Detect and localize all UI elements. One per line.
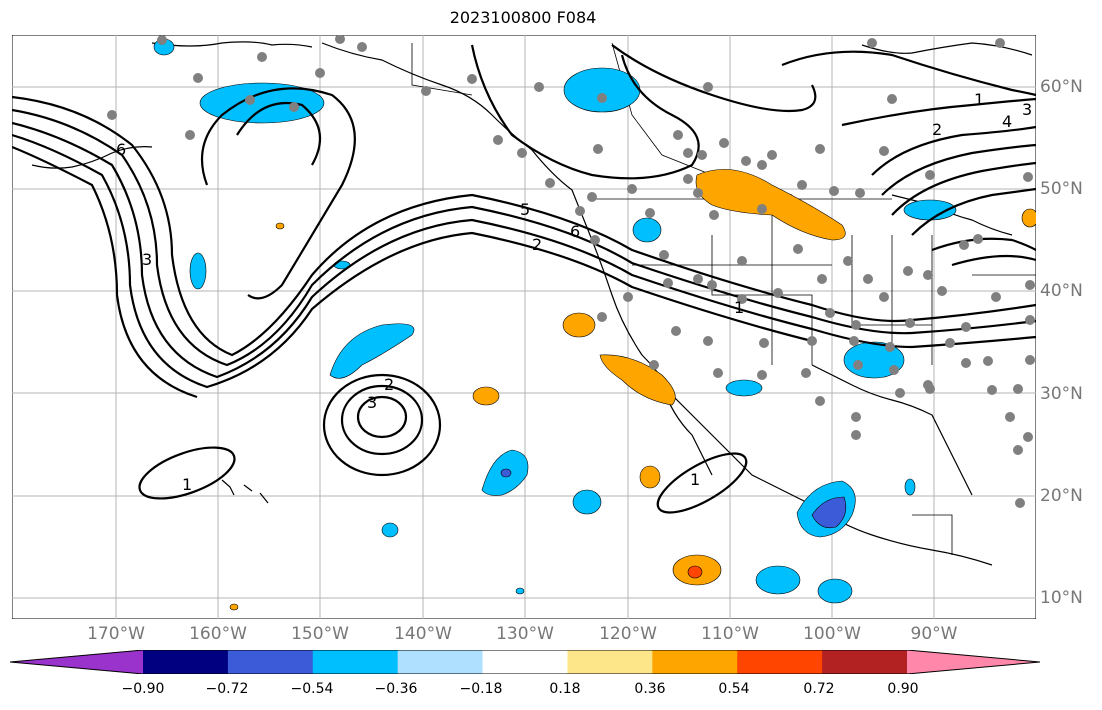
contour-label: 2: [532, 235, 542, 254]
colorbar-segment: [737, 650, 823, 674]
colorbar-segment: [143, 650, 229, 674]
colorbar-tick-label: 0.36: [634, 681, 666, 697]
contour-label: 3: [367, 393, 377, 412]
lon-label: 150°W: [291, 624, 349, 644]
contour-labels: 2 3 1 1 1 1 2 2 3 3 4 5 6 6: [116, 90, 1032, 494]
lon-label: 110°W: [701, 624, 759, 644]
colorbar-segment: [227, 650, 314, 674]
contour-label: 3: [142, 250, 152, 269]
contour-label: 1: [690, 470, 700, 489]
lat-label: 20°N: [1040, 486, 1083, 506]
colorbar-tick-label: 0.72: [803, 681, 835, 697]
lon-label: 120°W: [599, 624, 657, 644]
colorbar-segment: [822, 650, 908, 674]
colorbar-extend-min: [10, 650, 143, 674]
contour-lines: [12, 44, 1036, 514]
colorbar-tick-label: −0.72: [205, 681, 249, 697]
lon-label: 100°W: [803, 624, 861, 644]
colorbar-tick-label: −0.18: [459, 681, 503, 697]
colorbar-segment: [567, 650, 653, 674]
lat-label: 10°N: [1040, 588, 1083, 608]
lon-label: 90°W: [910, 624, 958, 644]
station-dots: [107, 35, 1035, 508]
colorbar-tick-label: −0.54: [290, 681, 334, 697]
colorbar-extend-max: [907, 650, 1040, 674]
lon-label: 130°W: [496, 624, 554, 644]
colorbar-segment: [397, 650, 484, 674]
lat-label: 30°N: [1040, 384, 1083, 404]
contour-label: 6: [116, 140, 126, 159]
contour-label: 2: [932, 120, 942, 139]
contour-label: 1: [974, 90, 984, 109]
lat-label: 50°N: [1040, 179, 1083, 199]
contour-label: 2: [384, 375, 394, 394]
colorbar-tick-label: 0.54: [718, 681, 750, 697]
contour-label: 5: [520, 200, 530, 219]
map-plot: 2 3 1 1 1 1 2 2 3 3 4 5 6 6: [12, 35, 1036, 619]
lat-label: 40°N: [1040, 281, 1083, 301]
anomaly-shading: [153, 38, 1036, 611]
colorbar-tick-label: −0.36: [374, 681, 418, 697]
contour-label: 6: [570, 222, 580, 241]
colorbar-segment: [652, 650, 738, 674]
colorbar-tick-label: −0.90: [121, 681, 165, 697]
colorbar: [10, 650, 1040, 674]
colorbar-tick-label: 0.18: [549, 681, 581, 697]
colorbar-segment: [482, 650, 568, 674]
lon-label: 170°W: [87, 624, 145, 644]
colorbar-segment: [312, 650, 399, 674]
contour-label: 3: [1022, 100, 1032, 119]
colorbar-tick-label: 0.90: [887, 681, 919, 697]
contour-label: 1: [182, 475, 192, 494]
contour-label: 4: [1002, 112, 1012, 131]
lon-label: 160°W: [189, 624, 247, 644]
map-title: 2023100800 F084: [449, 8, 597, 27]
lat-label: 60°N: [1040, 77, 1083, 97]
lon-label: 140°W: [394, 624, 452, 644]
contour-label: 1: [734, 298, 744, 317]
